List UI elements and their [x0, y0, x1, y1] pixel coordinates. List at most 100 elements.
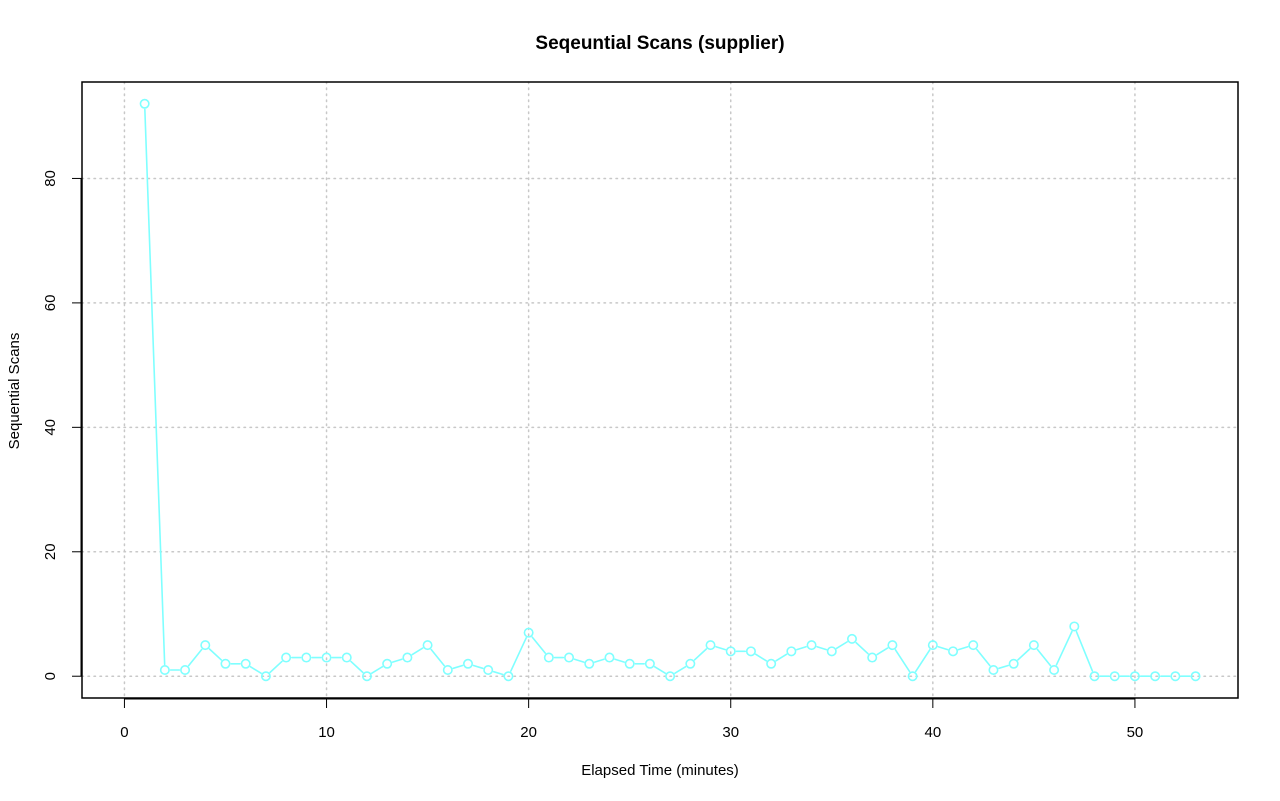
series-segment: [371, 665, 384, 675]
chart-title: Seqeuntial Scans (supplier): [535, 33, 784, 54]
data-point: [948, 646, 959, 657]
data-point: [1170, 671, 1181, 682]
series-segment: [835, 641, 848, 650]
data-point: [341, 652, 352, 663]
y-tick-label: 80: [42, 170, 59, 187]
data-point: [927, 640, 938, 651]
data-point: [1069, 621, 1080, 632]
data-point: [422, 640, 433, 651]
series-segment: [937, 645, 949, 651]
series-segment: [894, 649, 911, 673]
data-point: [705, 640, 716, 651]
data-point: [361, 671, 372, 682]
series-segment: [531, 636, 547, 654]
series-segment: [754, 653, 768, 662]
series-segment: [693, 648, 708, 661]
series-segment: [998, 664, 1010, 670]
data-point: [685, 658, 696, 669]
data-point: [584, 658, 595, 669]
data-point: [665, 671, 676, 682]
data-point: [846, 633, 857, 644]
data-point: [402, 652, 413, 663]
data-point: [1190, 671, 1201, 682]
data-point: [1109, 671, 1120, 682]
data-point: [503, 671, 514, 682]
series-segment: [350, 660, 364, 674]
data-point: [240, 658, 251, 669]
data-point: [907, 671, 918, 682]
series-segment: [573, 658, 585, 663]
data-point: [968, 640, 979, 651]
data-point: [887, 640, 898, 651]
series-segment: [1075, 630, 1094, 672]
data-point: [745, 646, 756, 657]
data-point: [260, 671, 271, 682]
data-point: [442, 664, 453, 675]
x-axis-label: Elapsed Time (minutes): [581, 762, 739, 779]
data-point: [867, 652, 878, 663]
x-tick-label: 40: [924, 724, 941, 741]
data-point: [1008, 658, 1019, 669]
x-tick-label: 10: [318, 724, 335, 741]
plot-frame: [81, 81, 1239, 699]
data-point: [1150, 671, 1161, 682]
x-tick-label: 20: [520, 724, 537, 741]
series-segment: [411, 647, 424, 656]
series-segment: [593, 658, 605, 663]
x-tick-label: 50: [1127, 724, 1144, 741]
series-segment: [914, 649, 931, 673]
data-point: [463, 658, 474, 669]
axes: 0 10 20 30 40 50 0 20 40 60 80: [42, 170, 1143, 741]
data-point: [382, 658, 393, 669]
data-point: [1129, 671, 1140, 682]
data-series: [139, 98, 1201, 682]
series-segment: [715, 645, 727, 651]
series-segment: [492, 670, 504, 676]
x-tick-label: 30: [722, 724, 739, 741]
series-segment: [1055, 630, 1073, 666]
series-segment: [816, 645, 828, 651]
series-segment: [674, 665, 687, 675]
data-point: [766, 658, 777, 669]
x-tick-label: 0: [120, 724, 128, 741]
series-segment: [876, 647, 889, 656]
data-point: [321, 652, 332, 663]
data-point: [826, 646, 837, 657]
data-point: [220, 658, 231, 669]
series-segment: [796, 645, 807, 651]
series-segment: [269, 660, 283, 674]
series-segment: [249, 665, 262, 675]
series-segment: [957, 645, 969, 651]
series-segment: [391, 658, 403, 663]
series-segment: [653, 665, 667, 675]
series-segment: [144, 108, 166, 666]
data-point: [200, 640, 211, 651]
series-segment: [976, 648, 991, 667]
data-point: [180, 664, 191, 675]
series-segment: [855, 641, 869, 655]
data-point: [159, 664, 170, 675]
grid: [81, 81, 1239, 699]
data-point: [281, 652, 292, 663]
data-point: [483, 664, 494, 675]
series-segment: [208, 648, 223, 661]
y-tick-label: 20: [42, 543, 59, 560]
data-point: [1028, 640, 1039, 651]
data-point: [301, 652, 312, 663]
data-point: [786, 646, 797, 657]
data-point: [564, 652, 575, 663]
series-segment: [187, 648, 203, 667]
data-point: [543, 652, 554, 663]
y-tick-label: 0: [42, 672, 59, 680]
data-point: [604, 652, 615, 663]
data-point: [1089, 671, 1100, 682]
y-tick-label: 40: [42, 419, 59, 436]
data-point: [523, 627, 534, 638]
series-segment: [430, 648, 446, 667]
series-segment: [1017, 648, 1031, 661]
series-segment: [775, 653, 788, 662]
series-segment: [614, 658, 626, 663]
data-point: [139, 98, 150, 109]
data-point: [988, 664, 999, 675]
series-segment: [510, 637, 528, 672]
